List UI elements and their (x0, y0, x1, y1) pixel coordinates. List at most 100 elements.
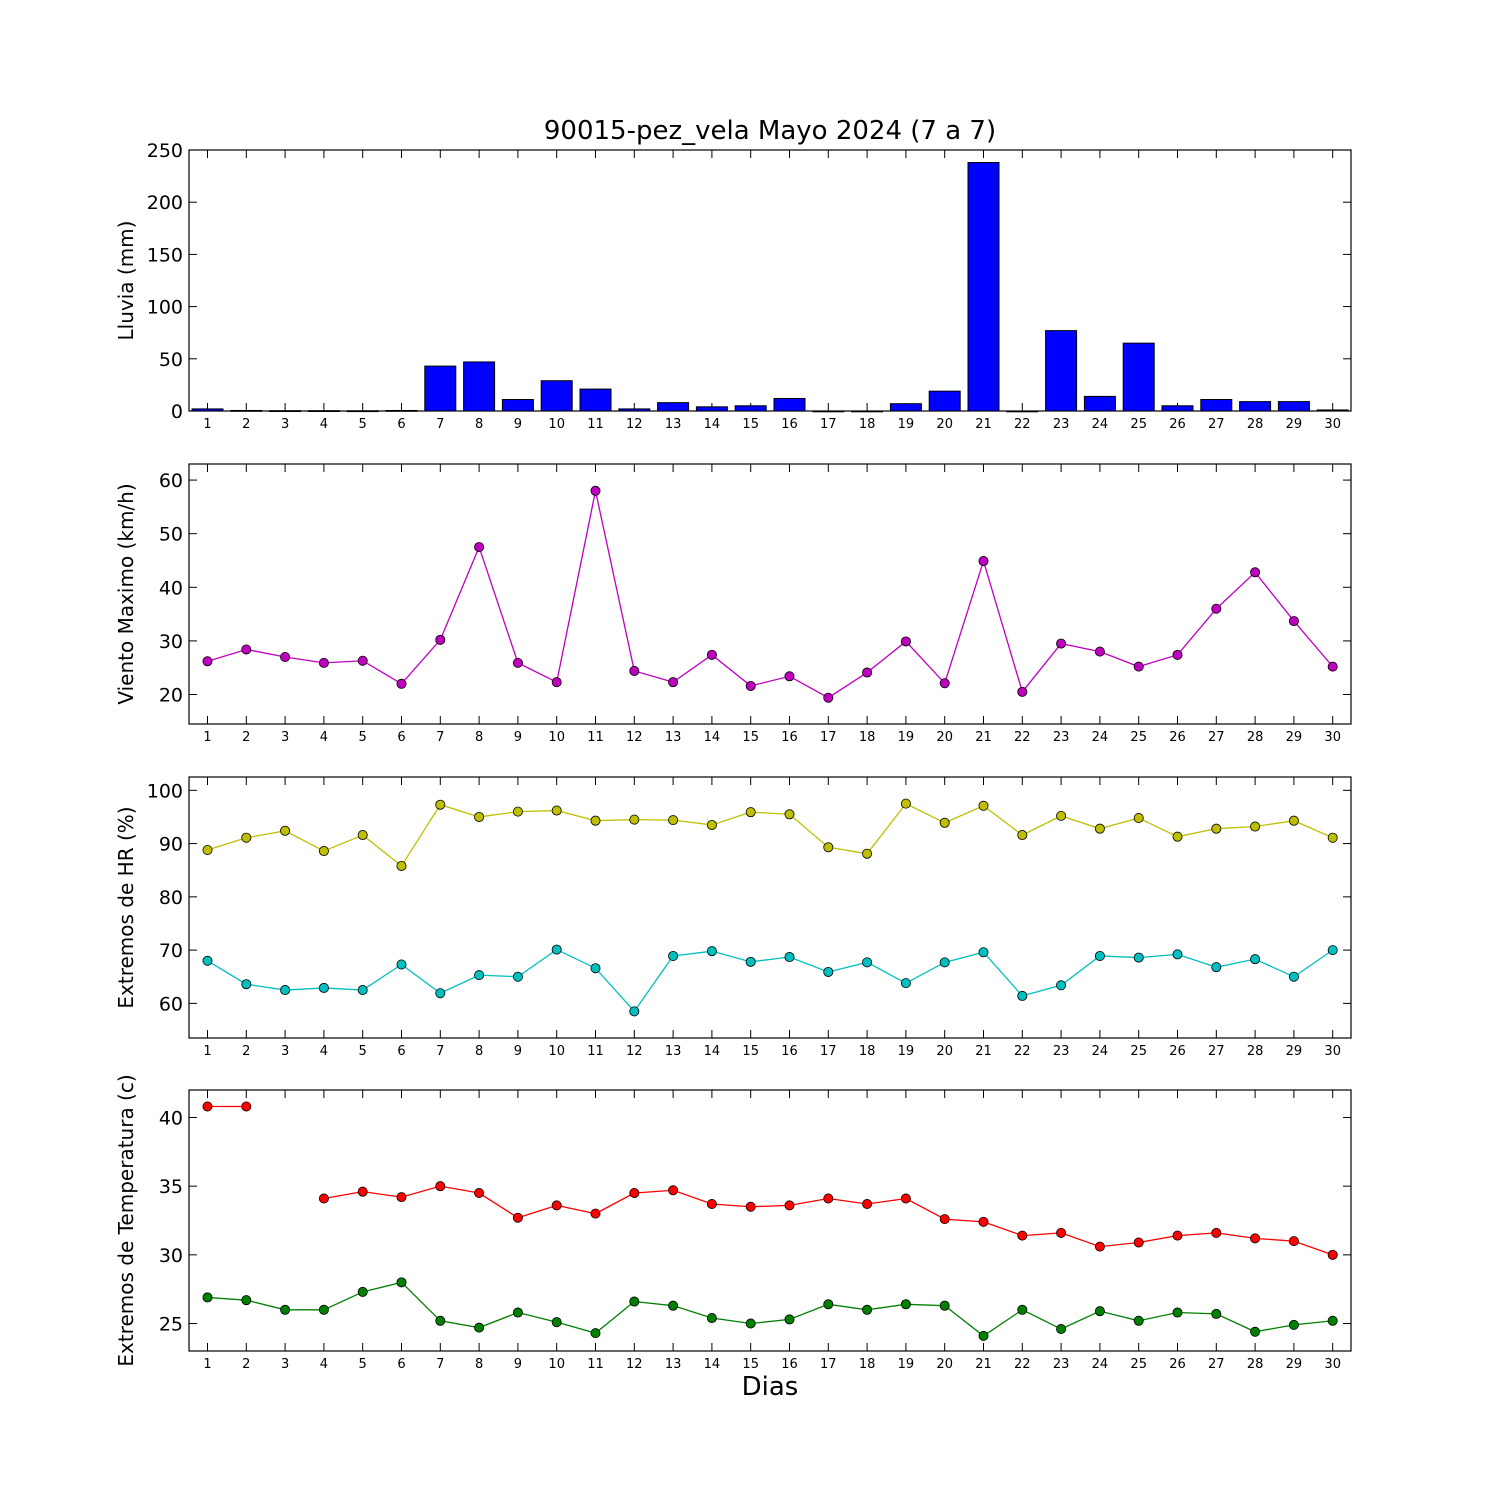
data-point (1094, 950, 1105, 961)
x-tick-label: 27 (1208, 730, 1225, 745)
x-tick-label: 16 (781, 1357, 798, 1372)
x-tick-label: 1 (203, 417, 211, 432)
plot-area-2 (188, 463, 1352, 725)
series-line (207, 948, 1334, 1013)
x-tick-label: 8 (475, 1044, 483, 1059)
data-point (900, 1299, 911, 1310)
data-point (706, 1199, 717, 1210)
x-tick-label: 6 (397, 1044, 405, 1059)
data-point (318, 657, 329, 668)
data-point (1327, 661, 1338, 672)
x-tick-label: 27 (1208, 1357, 1225, 1372)
data-point (900, 636, 911, 647)
data-point (241, 979, 252, 990)
data-point (318, 846, 329, 857)
data-point (1017, 686, 1028, 697)
x-tick-label: 18 (859, 1357, 876, 1372)
data-point (1172, 831, 1183, 842)
data-point (435, 1315, 446, 1326)
data-point (280, 825, 291, 836)
data-point (241, 1295, 252, 1306)
x-tick-label: 24 (1092, 1044, 1109, 1059)
data-point (1211, 1227, 1222, 1238)
data-point (318, 1304, 329, 1315)
bar (385, 409, 418, 412)
x-tick-label: 4 (320, 417, 328, 432)
data-point (629, 665, 640, 676)
data-point (318, 1193, 329, 1204)
y-tick-label: 80 (159, 887, 183, 909)
data-point (202, 955, 213, 966)
x-tick-label: 15 (742, 730, 759, 745)
y-axis-label: Lluvia (mm) (114, 221, 138, 341)
data-point (784, 809, 795, 820)
x-tick-label: 22 (1014, 417, 1031, 432)
data-point (435, 1181, 446, 1192)
x-tick-label: 14 (704, 1357, 721, 1372)
x-tick-label: 10 (548, 417, 565, 432)
data-point (1017, 1230, 1028, 1241)
data-point (396, 1192, 407, 1203)
bar (1200, 399, 1233, 412)
data-point (745, 1318, 756, 1329)
x-tick-label: 22 (1014, 1044, 1031, 1059)
data-point (357, 830, 368, 841)
x-tick-label: 5 (359, 1357, 367, 1372)
x-tick-label: 19 (898, 730, 915, 745)
data-point (396, 1277, 407, 1288)
x-tick-label: 2 (242, 417, 250, 432)
data-point (784, 1200, 795, 1211)
x-tick-label: 25 (1130, 417, 1147, 432)
x-tick-label: 29 (1286, 1357, 1303, 1372)
data-point (1094, 823, 1105, 834)
data-point (1288, 815, 1299, 826)
y-tick-label: 0 (171, 401, 183, 423)
data-point (202, 1292, 213, 1303)
data-point (939, 1214, 950, 1225)
y-tick-label: 50 (159, 524, 183, 546)
data-point (512, 1212, 523, 1223)
data-point (1250, 954, 1261, 965)
data-point (1211, 823, 1222, 834)
x-tick-label: 17 (820, 730, 837, 745)
data-point (1211, 1308, 1222, 1319)
bar (346, 410, 379, 413)
x-tick-label: 23 (1053, 730, 1070, 745)
data-point (202, 844, 213, 855)
data-point (900, 798, 911, 809)
data-point (745, 807, 756, 818)
x-tick-label: 10 (548, 1044, 565, 1059)
data-point (1288, 971, 1299, 982)
data-point (784, 671, 795, 682)
x-tick-label: 20 (936, 1357, 953, 1372)
x-tick-label: 7 (436, 1044, 444, 1059)
plot-area-1 (188, 149, 1352, 412)
data-point (357, 985, 368, 996)
x-tick-label: 24 (1092, 730, 1109, 745)
data-point (745, 1201, 756, 1212)
data-point (629, 1006, 640, 1017)
data-point (396, 860, 407, 871)
x-tick-label: 20 (936, 730, 953, 745)
data-point (318, 982, 329, 993)
bar (1006, 410, 1039, 413)
data-point (784, 1314, 795, 1325)
data-point (862, 1304, 873, 1315)
data-point (396, 959, 407, 970)
x-tick-label: 11 (587, 730, 604, 745)
y-tick-label: 50 (159, 349, 183, 371)
x-tick-label: 15 (742, 1357, 759, 1372)
x-tick-label: 5 (359, 730, 367, 745)
x-tick-label: 26 (1169, 1357, 1186, 1372)
data-point (1327, 832, 1338, 843)
data-point (590, 815, 601, 826)
x-tick-label: 3 (281, 417, 289, 432)
y-tick-label: 200 (147, 192, 183, 214)
bar (269, 410, 302, 412)
bar (1122, 342, 1155, 412)
x-tick-label: 19 (898, 1357, 915, 1372)
data-point (939, 957, 950, 968)
data-point (668, 1300, 679, 1311)
data-point (1133, 1315, 1144, 1326)
bar (1316, 409, 1349, 412)
